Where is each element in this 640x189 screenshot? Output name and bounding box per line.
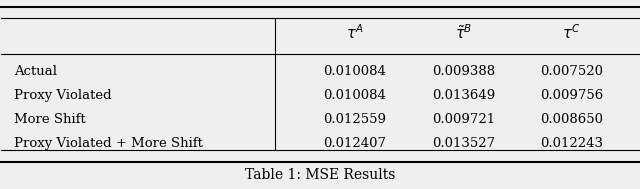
Text: More Shift: More Shift <box>14 113 86 126</box>
Text: 0.009721: 0.009721 <box>432 113 495 126</box>
Text: 0.009756: 0.009756 <box>540 89 604 102</box>
Text: 0.009388: 0.009388 <box>432 65 495 78</box>
Text: 0.012559: 0.012559 <box>324 113 387 126</box>
Text: $\tau^C$: $\tau^C$ <box>563 24 581 42</box>
Text: 0.012407: 0.012407 <box>324 137 387 150</box>
Text: Table 1: MSE Results: Table 1: MSE Results <box>245 168 395 182</box>
Text: 0.013527: 0.013527 <box>432 137 495 150</box>
Text: $\tau^A$: $\tau^A$ <box>346 24 364 42</box>
Text: Proxy Violated: Proxy Violated <box>14 89 112 102</box>
Text: 0.013649: 0.013649 <box>432 89 495 102</box>
Text: 0.010084: 0.010084 <box>324 65 387 78</box>
Text: Proxy Violated + More Shift: Proxy Violated + More Shift <box>14 137 203 150</box>
Text: 0.008650: 0.008650 <box>540 113 604 126</box>
Text: 0.012243: 0.012243 <box>540 137 604 150</box>
Text: $\tilde{\tau}^B$: $\tilde{\tau}^B$ <box>454 24 472 42</box>
Text: Actual: Actual <box>14 65 57 78</box>
Text: 0.007520: 0.007520 <box>540 65 604 78</box>
Text: 0.010084: 0.010084 <box>324 89 387 102</box>
